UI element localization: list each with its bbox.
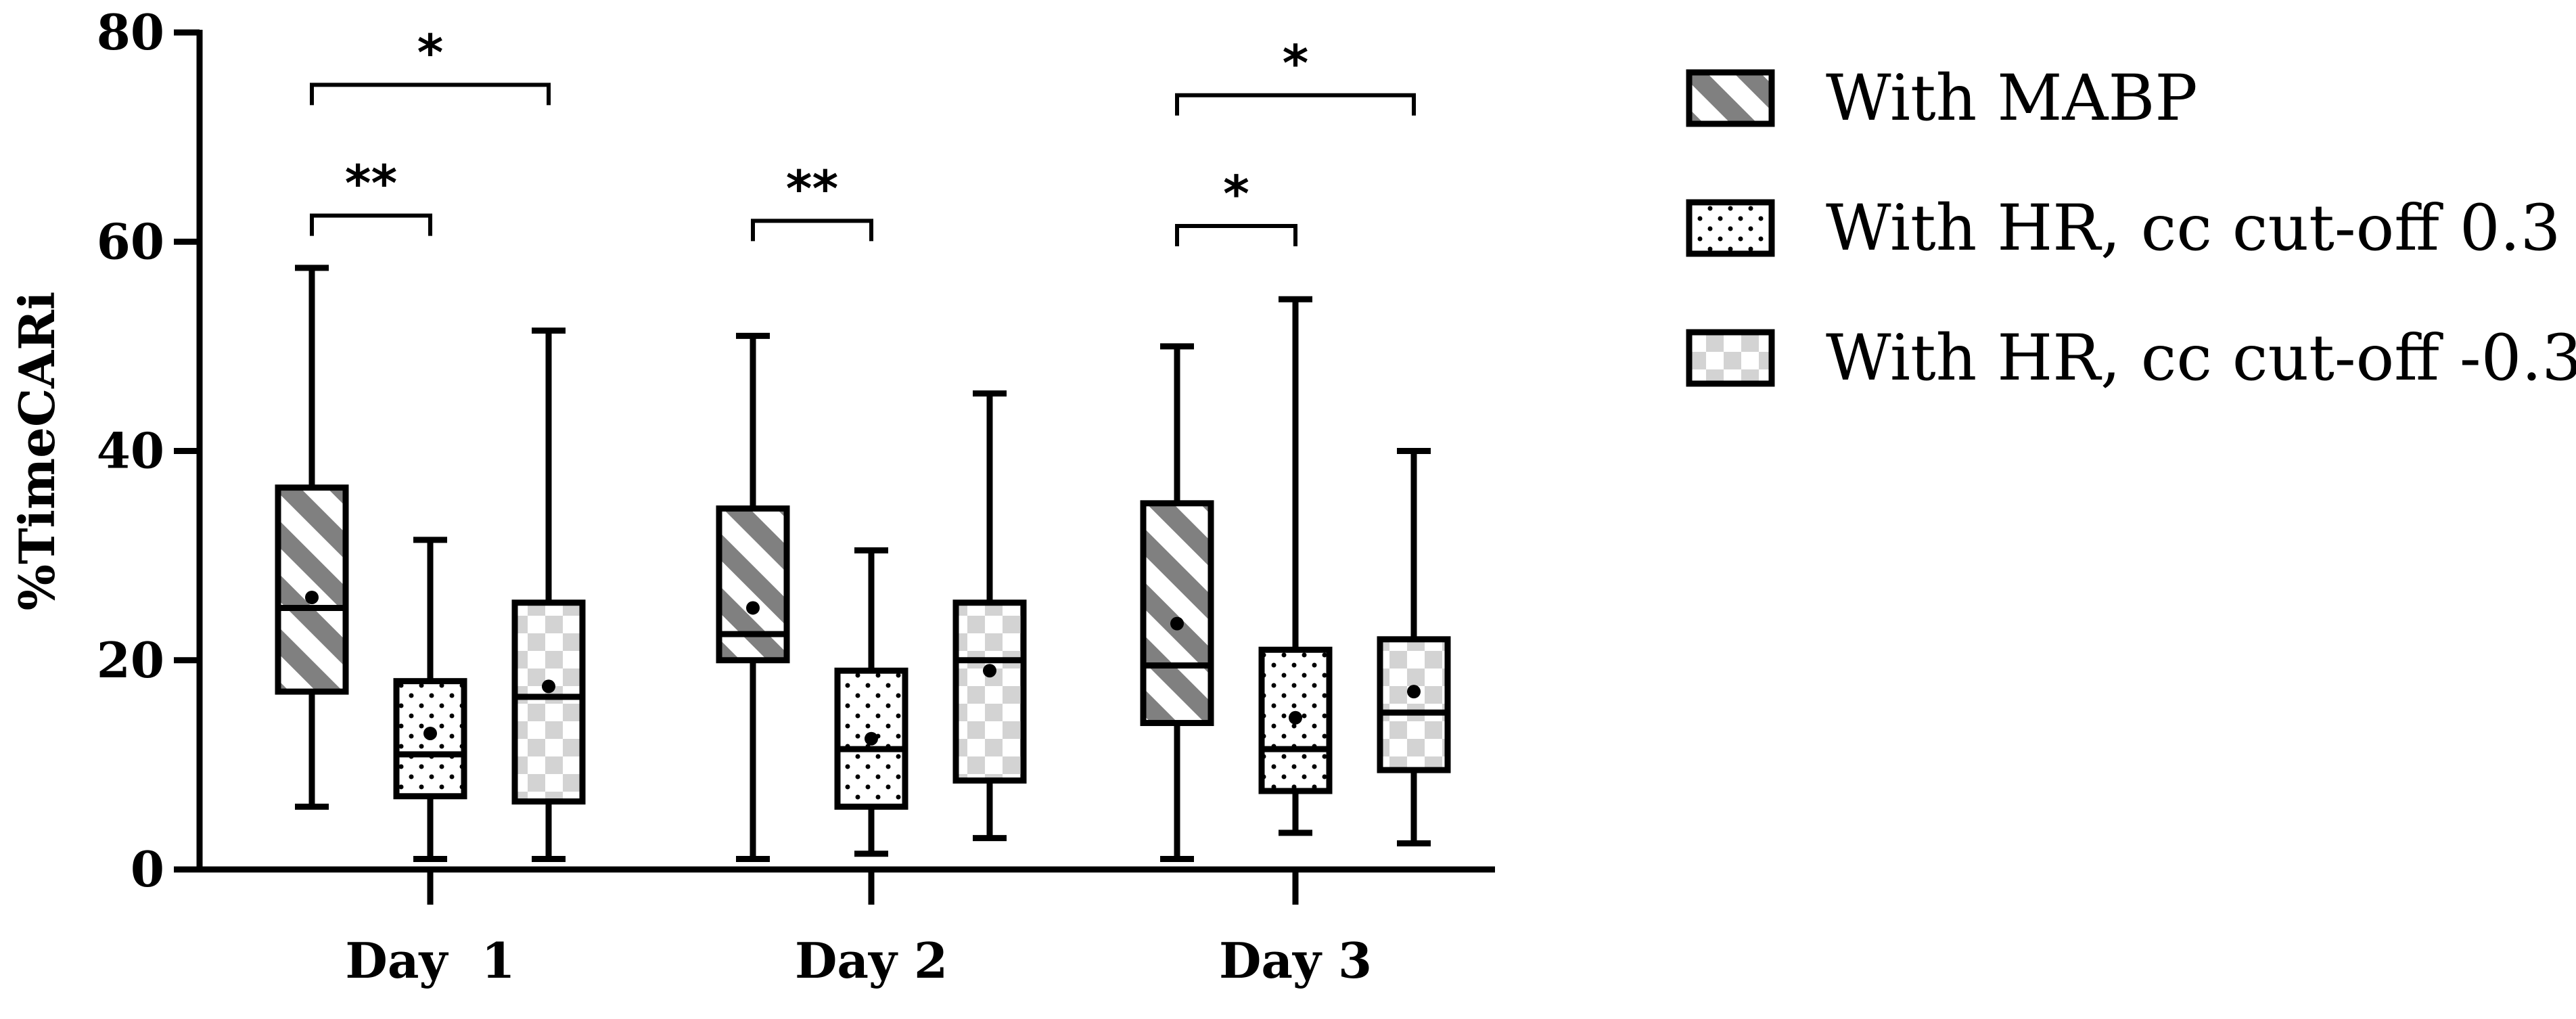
significance-bracket: ** <box>751 160 873 242</box>
significance-label: * <box>1223 165 1249 223</box>
iqr-box <box>511 599 586 805</box>
significance-label: * <box>417 24 444 82</box>
box-plot <box>393 537 467 863</box>
iqr-box <box>275 484 349 695</box>
bracket-line <box>1175 93 1416 116</box>
box-plot <box>511 327 586 863</box>
legend-swatch <box>1686 329 1775 387</box>
bracket-line <box>1175 224 1297 247</box>
significance-brackets: *** **** <box>310 24 1416 247</box>
mean-point <box>746 601 760 615</box>
series-2 <box>511 327 1451 863</box>
x-tick-label: Day 3 <box>1219 932 1372 989</box>
box-series <box>275 265 1451 863</box>
significance-label: * <box>1283 35 1309 93</box>
mean-point <box>983 664 996 678</box>
box-plot <box>1258 296 1333 836</box>
significance-label: ** <box>345 155 397 213</box>
iqr-box <box>716 505 790 664</box>
legend-label: With HR, cc cut-off 0.3 <box>1826 191 2560 265</box>
mean-point <box>1170 616 1184 631</box>
box-plot <box>716 332 790 863</box>
series-1 <box>393 296 1333 863</box>
legend-swatch <box>1686 199 1775 257</box>
y-tick-label: 40 <box>97 422 164 480</box>
legend-item: With MABP <box>1686 62 2198 135</box>
box-plot <box>275 265 349 810</box>
significance-bracket: ** <box>310 155 432 236</box>
box-plot <box>1377 448 1451 846</box>
iqr-box <box>952 599 1027 784</box>
mean-point <box>865 731 878 746</box>
y-tick-label: 20 <box>97 631 164 689</box>
legend-item: With HR, cc cut-off 0.3 <box>1686 191 2560 265</box>
mean-point <box>423 726 437 740</box>
box-plot <box>834 547 908 857</box>
legend-label: With MABP <box>1826 62 2198 135</box>
y-ticks: 0 20 40 60 80 <box>97 3 200 898</box>
y-axis-label: %TimeCARi <box>8 292 66 611</box>
legend: With MABP With HR, cc cut-off 0.3 With HR,… <box>1686 62 2576 395</box>
x-tick-label: Day 1 <box>345 932 515 989</box>
y-tick-label: 0 <box>131 840 164 898</box>
significance-bracket: * <box>1175 35 1416 116</box>
mean-point <box>1289 710 1302 725</box>
iqr-box <box>1140 500 1214 727</box>
significance-label: ** <box>786 160 838 218</box>
mean-point <box>305 590 319 604</box>
mean-point <box>542 679 555 694</box>
legend-swatch <box>1686 69 1775 127</box>
bracket-line <box>310 213 432 236</box>
bracket-line <box>751 219 873 242</box>
box-plot <box>952 390 1027 842</box>
y-tick-label: 60 <box>97 212 164 270</box>
significance-bracket: * <box>310 24 551 106</box>
iqr-box <box>1377 636 1451 773</box>
legend-label: With HR, cc cut-off -0.3 <box>1826 321 2576 395</box>
y-tick-label: 80 <box>97 3 164 61</box>
box-plot <box>1140 343 1214 863</box>
legend-item: With HR, cc cut-off -0.3 <box>1686 321 2576 395</box>
series-0 <box>275 265 1214 863</box>
x-ticks: Day 1 Day 2 Day 3 <box>345 869 1372 989</box>
iqr-box <box>1258 646 1333 794</box>
mean-point <box>1407 685 1421 699</box>
bracket-line <box>310 83 551 106</box>
significance-bracket: * <box>1175 165 1297 247</box>
x-tick-label: Day 2 <box>795 932 948 989</box>
